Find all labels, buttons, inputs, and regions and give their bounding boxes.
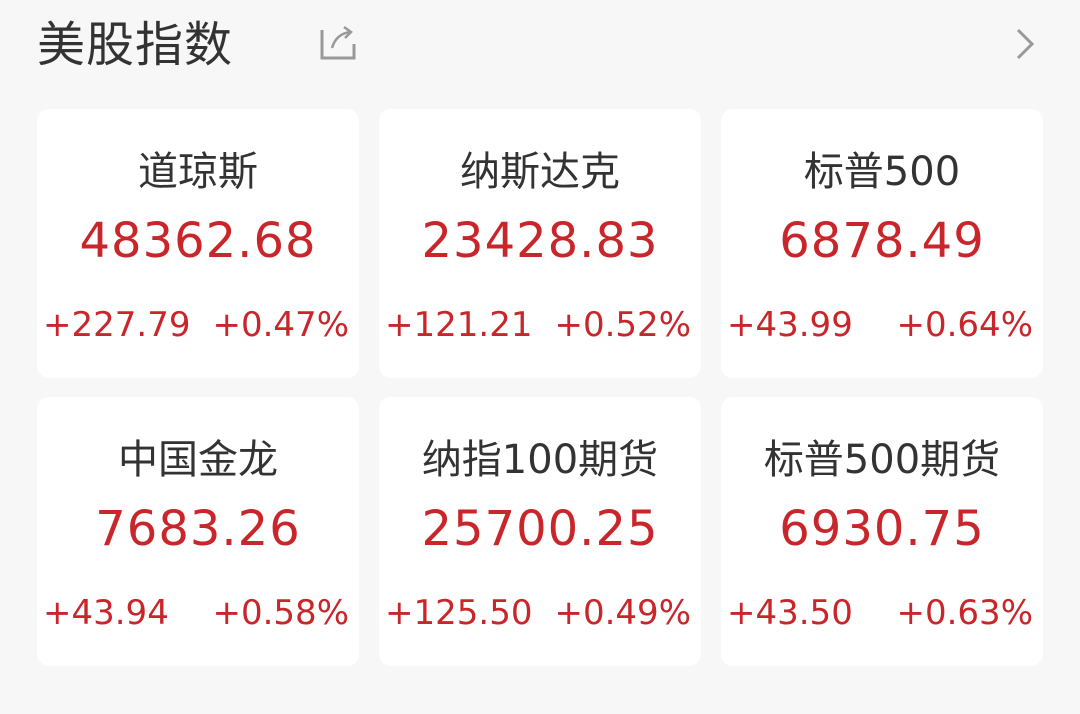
index-value: 25700.25 bbox=[421, 501, 659, 557]
index-change: +227.79 bbox=[43, 305, 191, 345]
index-name: 中国金龙 bbox=[118, 437, 278, 483]
index-card[interactable]: 道琼斯 48362.68 +227.79 +0.47% bbox=[37, 109, 359, 378]
index-change: +43.50 bbox=[727, 593, 853, 633]
index-card[interactable]: 标普500期货 6930.75 +43.50 +0.63% bbox=[721, 397, 1043, 666]
index-card[interactable]: 中国金龙 7683.26 +43.94 +0.58% bbox=[37, 397, 359, 666]
index-value: 6930.75 bbox=[779, 501, 985, 557]
index-name: 纳指100期货 bbox=[421, 437, 659, 483]
index-change: +125.50 bbox=[385, 593, 533, 633]
index-percent: +0.47% bbox=[212, 305, 350, 345]
index-card[interactable]: 标普500 6878.49 +43.99 +0.64% bbox=[721, 109, 1043, 378]
section-header: 美股指数 bbox=[37, 8, 234, 73]
index-value: 23428.83 bbox=[421, 213, 659, 269]
index-percent: +0.52% bbox=[554, 305, 692, 345]
index-value: 48362.68 bbox=[79, 213, 317, 269]
index-percent: +0.64% bbox=[896, 305, 1034, 345]
index-card[interactable]: 纳指100期货 25700.25 +125.50 +0.49% bbox=[379, 397, 701, 666]
index-percent: +0.49% bbox=[554, 593, 692, 633]
index-value: 7683.26 bbox=[95, 501, 301, 557]
index-card[interactable]: 纳斯达克 23428.83 +121.21 +0.52% bbox=[379, 109, 701, 378]
index-change: +43.99 bbox=[727, 305, 853, 345]
index-change: +121.21 bbox=[385, 305, 533, 345]
index-name: 标普500 bbox=[803, 149, 961, 195]
index-name: 纳斯达克 bbox=[460, 149, 620, 195]
index-value: 6878.49 bbox=[779, 213, 985, 269]
index-change: +43.94 bbox=[43, 593, 169, 633]
section-title: 美股指数 bbox=[37, 17, 234, 73]
index-percent: +0.63% bbox=[896, 593, 1034, 633]
index-grid: 道琼斯 48362.68 +227.79 +0.47% 纳斯达克 23428.83 +121… bbox=[37, 109, 1043, 666]
index-name: 道琼斯 bbox=[138, 149, 258, 195]
index-name: 标普500期货 bbox=[763, 437, 1001, 483]
index-percent: +0.58% bbox=[212, 593, 350, 633]
chevron-right-icon[interactable] bbox=[1010, 24, 1040, 64]
share-icon[interactable] bbox=[318, 22, 358, 62]
